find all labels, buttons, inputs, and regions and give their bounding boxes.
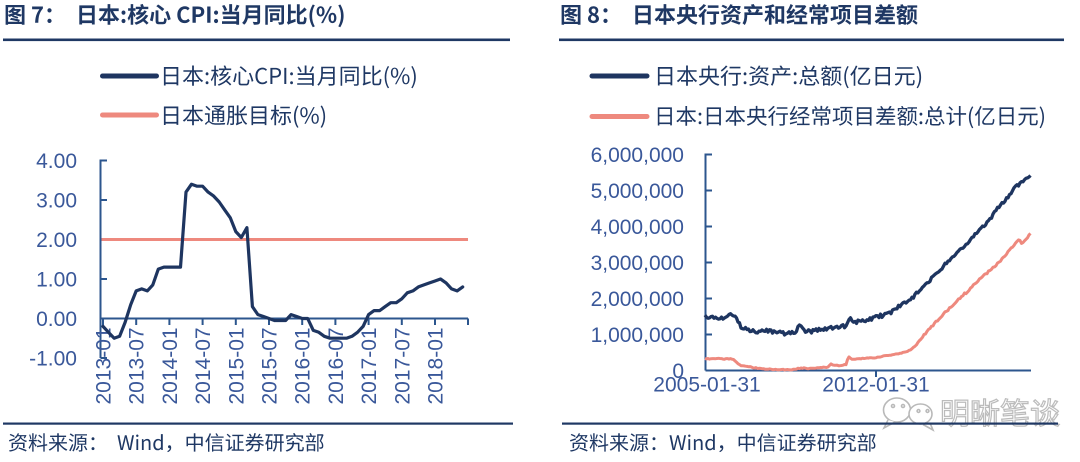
- svg-text:2013-01: 2013-01: [93, 327, 116, 404]
- svg-text:1,000,000: 1,000,000: [591, 324, 684, 347]
- svg-text:2018-01: 2018-01: [425, 327, 448, 404]
- svg-text:2016-01: 2016-01: [292, 327, 315, 404]
- svg-text:3,000,000: 3,000,000: [591, 252, 684, 275]
- svg-text:-1.00: -1.00: [29, 348, 77, 371]
- svg-text:0: 0: [672, 360, 684, 383]
- svg-text:2017-01: 2017-01: [358, 327, 381, 404]
- svg-text:2.00: 2.00: [36, 229, 77, 252]
- svg-text:4,000,000: 4,000,000: [591, 216, 684, 239]
- svg-text:3.00: 3.00: [36, 190, 77, 213]
- svg-text:2016-07: 2016-07: [325, 327, 348, 404]
- svg-text:2017-07: 2017-07: [391, 327, 414, 404]
- svg-text:5,000,000: 5,000,000: [591, 180, 684, 203]
- svg-text:2014-07: 2014-07: [192, 327, 215, 404]
- svg-text:2014-01: 2014-01: [159, 327, 182, 404]
- svg-text:2013-07: 2013-07: [126, 327, 149, 404]
- svg-text:2015-07: 2015-07: [259, 327, 282, 404]
- svg-text:0.00: 0.00: [36, 308, 77, 331]
- svg-text:6,000,000: 6,000,000: [591, 144, 684, 167]
- svg-text:1.00: 1.00: [36, 269, 77, 292]
- svg-text:2,000,000: 2,000,000: [591, 288, 684, 311]
- svg-text:2005-01-31: 2005-01-31: [653, 374, 760, 397]
- svg-text:4.00: 4.00: [36, 150, 77, 173]
- svg-text:2012-01-31: 2012-01-31: [822, 374, 929, 397]
- svg-text:2015-01: 2015-01: [225, 327, 248, 404]
